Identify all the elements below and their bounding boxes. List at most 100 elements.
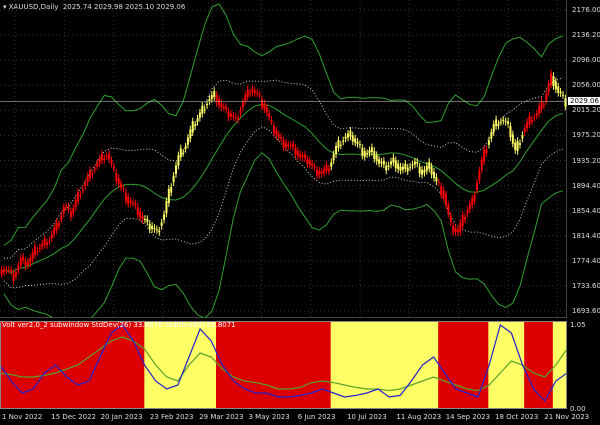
candle-body: [562, 94, 564, 96]
candle-body: [423, 169, 426, 173]
candle-body: [483, 149, 486, 162]
candle-body: [96, 163, 99, 167]
candle-body: [155, 229, 158, 231]
candle-body: [526, 122, 529, 129]
candle-body: [428, 161, 431, 169]
candle-body: [91, 173, 94, 175]
y-tick-label: 1774.40: [572, 256, 600, 265]
candle-body: [46, 242, 48, 246]
candle-body: [225, 106, 228, 110]
candle-body: [425, 165, 428, 171]
candle-body: [380, 161, 383, 164]
candle-body: [208, 99, 211, 102]
candle-body: [182, 152, 185, 154]
candle-body: [100, 153, 103, 161]
x-tick-label: 11 Aug 2023: [396, 413, 442, 421]
candle-body: [320, 171, 323, 174]
candle-body: [177, 155, 180, 166]
y-tick-label: 2176.00: [572, 6, 600, 14]
candle-body: [478, 170, 481, 181]
candle-body: [249, 92, 252, 94]
candle-body: [363, 151, 366, 157]
candle-body: [67, 206, 70, 210]
candle-body: [315, 169, 318, 176]
candle-body: [12, 273, 15, 281]
candle-body: [132, 203, 134, 205]
candle-body: [468, 204, 471, 210]
inner-upper-band: [3, 77, 564, 259]
candle-body: [3, 269, 5, 273]
candle-body: [516, 141, 519, 152]
candle-body: [17, 265, 20, 271]
price-chart[interactable]: [0, 0, 567, 318]
chart-title: ▾ XAUUSD,Daily 2025.74 2029.98 2025.10 2…: [3, 3, 185, 11]
candle-body: [406, 167, 409, 172]
candle-body: [213, 91, 216, 97]
candle-body: [413, 161, 416, 165]
candle-body: [497, 123, 500, 126]
candle-body: [545, 93, 548, 102]
candle-body: [442, 190, 445, 198]
candle-body: [473, 195, 476, 201]
candle-body: [344, 136, 347, 139]
candle-body: [487, 140, 490, 145]
blue-line: [0, 324, 567, 403]
candle-body: [86, 176, 89, 183]
candle-body: [368, 150, 371, 154]
y-tick-label: 2015.20: [572, 106, 600, 115]
candle-body: [440, 186, 443, 196]
candle-body: [437, 182, 440, 184]
volt-subwindow[interactable]: [0, 321, 567, 409]
candle-body: [103, 158, 106, 160]
candle-body: [296, 151, 299, 157]
candle-body: [378, 159, 381, 164]
candle-body: [323, 168, 326, 173]
candle-body: [332, 154, 335, 161]
candle-body: [476, 182, 478, 191]
candle-body: [210, 95, 213, 100]
candle-body: [184, 146, 187, 149]
candle-body: [268, 113, 271, 118]
candle-body: [282, 140, 285, 148]
candle-body: [351, 135, 354, 142]
candle-body: [43, 238, 46, 245]
candle-body: [366, 153, 369, 155]
candle-body: [122, 188, 125, 190]
candle-body: [265, 107, 268, 113]
x-tick-label: 15 Dec 2022: [51, 413, 97, 421]
candle-body: [60, 215, 63, 220]
candle-body: [387, 165, 390, 167]
candle-body: [480, 159, 483, 170]
candle-body: [292, 144, 295, 147]
middle-band: [3, 103, 564, 274]
candle-body: [129, 200, 132, 204]
candle-body: [10, 269, 13, 272]
candle-body: [53, 228, 56, 235]
candle-body: [444, 194, 447, 206]
collapse-triangle-icon[interactable]: ▾: [3, 3, 9, 11]
candle-body: [98, 158, 101, 164]
x-tick-label: 3 May 2023: [248, 413, 290, 421]
candle-body: [356, 141, 359, 144]
candle-body: [69, 211, 72, 218]
candle-body: [509, 126, 512, 138]
candle-body: [57, 223, 60, 226]
candle-body: [117, 178, 120, 185]
candle-body: [74, 199, 77, 208]
y-tick-label: 1854.40: [572, 206, 600, 215]
candle-body: [196, 118, 199, 122]
candle-body: [358, 144, 361, 146]
candle-body: [136, 207, 139, 216]
candle-body: [318, 170, 321, 175]
candle-body: [246, 89, 249, 97]
candle-body: [93, 168, 96, 170]
sub-ymin: 0.00: [570, 405, 586, 413]
candle-body: [163, 214, 166, 220]
candle-body: [382, 160, 385, 165]
candle-body: [540, 100, 543, 110]
candle-body: [115, 172, 118, 181]
candle-body: [253, 90, 256, 93]
candle-body: [435, 177, 438, 182]
candle-body: [227, 111, 230, 118]
candle-body: [299, 154, 302, 158]
